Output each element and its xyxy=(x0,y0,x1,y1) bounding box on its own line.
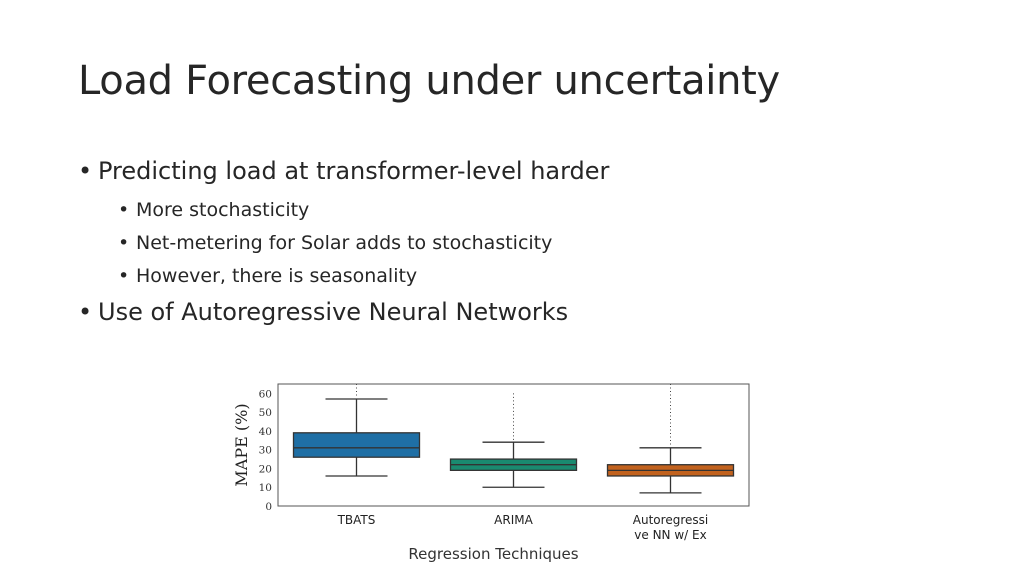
sub-bullet-text: More stochasticity xyxy=(136,199,310,221)
x-category-label: ve NN w/ Ex xyxy=(634,528,706,542)
slide-title: Load Forecasting under uncertainty xyxy=(78,58,780,104)
y-tick-label: 40 xyxy=(259,426,272,438)
y-tick-label: 20 xyxy=(259,463,272,475)
bullet-text: Predicting load at transformer-level har… xyxy=(98,157,610,185)
y-tick-label: 50 xyxy=(259,407,272,419)
mape-boxplot-chart: 0 10 20 30 40 50 60 MAPE (%) TBATS ARIMA Autoregre… xyxy=(232,383,750,563)
y-axis-label: MAPE (%) xyxy=(232,403,251,486)
bullet-dot: • xyxy=(118,265,130,287)
sub-bullet-text: However, there is seasonality xyxy=(136,265,418,287)
y-tick-label: 30 xyxy=(259,445,272,457)
x-axis-label: Regression Techniques xyxy=(408,545,578,563)
y-tick-label: 10 xyxy=(259,482,272,494)
sub-bullet-item: • Net-metering for Solar adds to stochas… xyxy=(118,230,978,257)
bullet-dot: • xyxy=(78,157,93,185)
bullet-list: • Predicting load at transformer-level h… xyxy=(78,155,978,338)
bullet-item: • Use of Autoregressive Neural Networks xyxy=(78,296,978,328)
sub-bullet-text: Net-metering for Solar adds to stochasti… xyxy=(136,232,553,254)
bullet-dot: • xyxy=(118,199,130,221)
sub-bullet-item: • More stochasticity xyxy=(118,197,978,224)
y-tick-label: 60 xyxy=(259,388,272,400)
sub-bullet-item: • However, there is seasonality xyxy=(118,263,978,290)
x-category-label: TBATS xyxy=(337,513,376,527)
bullet-item: • Predicting load at transformer-level h… xyxy=(78,155,978,187)
y-tick-label: 0 xyxy=(265,501,272,513)
bullet-dot: • xyxy=(118,232,130,254)
bullet-dot: • xyxy=(78,298,93,326)
x-category-label: ARIMA xyxy=(494,513,533,527)
bullet-text: Use of Autoregressive Neural Networks xyxy=(98,298,569,326)
x-category-label: Autoregressi xyxy=(633,513,708,527)
box-0 xyxy=(292,432,421,458)
plot-frame xyxy=(277,383,750,507)
